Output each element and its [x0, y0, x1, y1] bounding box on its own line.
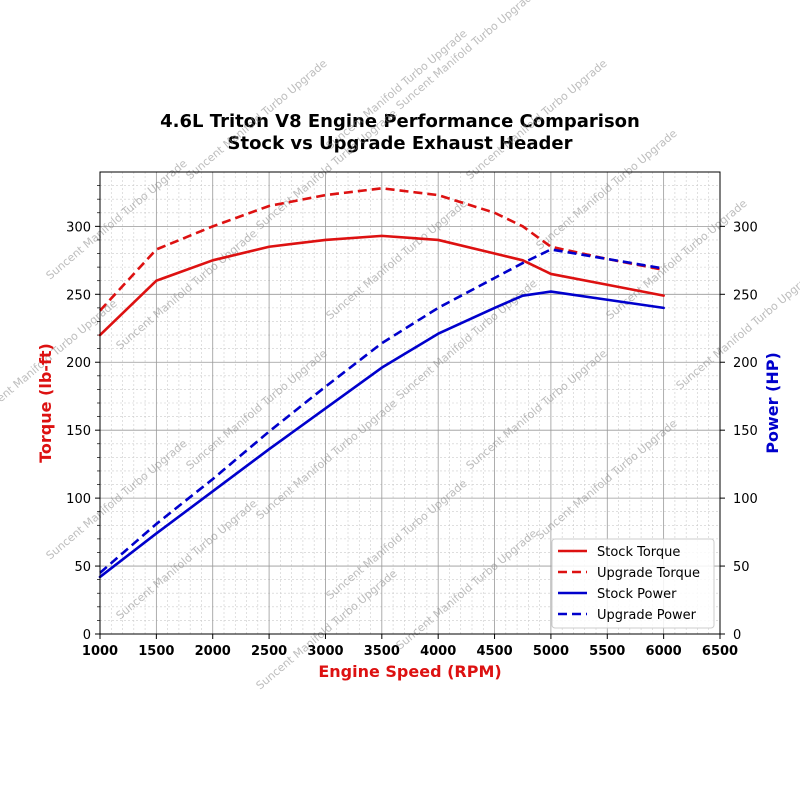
y-right-tick-label: 100 [733, 492, 758, 507]
y-left-tick-label: 300 [66, 220, 91, 235]
x-axis-label: Engine Speed (RPM) [318, 662, 501, 681]
plot-frame [99, 171, 721, 635]
legend: Stock Torque Upgrade Torque Stock Power Upg… [551, 538, 715, 629]
legend-label: Upgrade Torque [597, 566, 700, 581]
legend-label: Upgrade Power [597, 608, 697, 623]
series-line-upgrade-power [99, 248, 664, 574]
series-line-upgrade-torque [99, 187, 664, 312]
legend-box [551, 538, 715, 629]
chart-title: 4.6L Triton V8 Engine Performance Compar… [160, 111, 640, 132]
y-left-tick-label: 200 [66, 356, 91, 371]
y-left-tick-label: 0 [83, 628, 91, 643]
y-right-tick-label: 300 [733, 220, 758, 235]
y-left-tick-label: 100 [66, 492, 91, 507]
y-left-tick-label: 50 [74, 560, 91, 575]
x-tick-label: 4000 [420, 644, 456, 659]
y-right-tick-label: 150 [733, 424, 758, 439]
chart-subtitle: Stock vs Upgrade Exhaust Header [228, 133, 573, 154]
x-tick-label: 1000 [82, 644, 118, 659]
x-tick-label: 5000 [533, 644, 569, 659]
x-tick-label: 3000 [307, 644, 343, 659]
x-tick-label: 3500 [364, 644, 400, 659]
legend-label: Stock Torque [597, 545, 680, 560]
x-tick-label: 6000 [646, 644, 682, 659]
x-tick-label: 4500 [476, 644, 512, 659]
x-tick-label: 5500 [589, 644, 625, 659]
x-tick-label: 1500 [138, 644, 174, 659]
y-left-tick-label: 250 [66, 288, 91, 303]
y-right-tick-label: 0 [733, 628, 741, 643]
y-axis-label-left: Torque (lb-ft) [36, 343, 55, 463]
x-tick-label: 6500 [702, 644, 738, 659]
series-line-stock-torque [98, 234, 665, 337]
y-right-tick-label: 200 [733, 356, 758, 371]
y-axis-label-right: Power (HP) [763, 352, 782, 454]
legend-label: Stock Power [597, 587, 677, 602]
y-left-tick-label: 150 [66, 424, 91, 439]
x-tick-label: 2000 [195, 644, 231, 659]
y-right-tick-label: 250 [733, 288, 758, 303]
x-tick-label: 2500 [251, 644, 287, 659]
series-line-stock-power [98, 290, 665, 579]
y-right-tick-label: 50 [733, 560, 750, 575]
